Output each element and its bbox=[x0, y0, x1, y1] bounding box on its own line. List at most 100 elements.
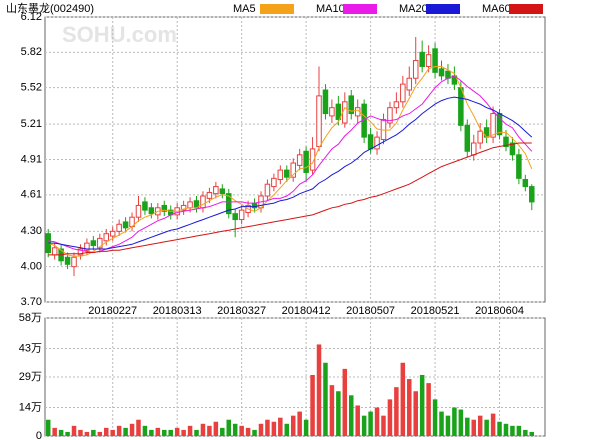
volume-bar bbox=[45, 419, 51, 436]
candle-body bbox=[103, 233, 110, 242]
candle-body bbox=[406, 77, 413, 91]
volume-bar bbox=[116, 425, 122, 436]
candle-body bbox=[464, 124, 471, 152]
candle-body bbox=[142, 201, 148, 211]
y-tick-label: 43万 bbox=[19, 342, 42, 354]
volume-bar bbox=[445, 415, 451, 436]
candle-body bbox=[342, 101, 348, 124]
legend-swatch bbox=[426, 4, 460, 14]
y-tick-label: 6.12 bbox=[21, 11, 42, 23]
volume-bar bbox=[162, 429, 167, 436]
candle-body bbox=[400, 83, 406, 103]
x-tick-label: 20180227 bbox=[88, 305, 137, 317]
volume-bar bbox=[477, 415, 483, 436]
volume-bar bbox=[458, 409, 464, 436]
x-tick-label: 20180521 bbox=[411, 305, 460, 317]
y-tick-label: 5.21 bbox=[21, 118, 42, 130]
candle-body bbox=[51, 247, 58, 256]
volume-bar bbox=[387, 399, 393, 436]
volume-bar bbox=[368, 411, 373, 436]
y-tick-label: 5.82 bbox=[21, 46, 42, 58]
candle-body bbox=[122, 221, 129, 229]
y-tick-label: 4.91 bbox=[21, 153, 42, 165]
volume-bar bbox=[200, 423, 206, 436]
legend-label: MA5 bbox=[233, 3, 256, 15]
x-tick-label: 20180327 bbox=[217, 305, 266, 317]
y-tick-label: 58万 bbox=[19, 312, 42, 324]
volume-bar bbox=[174, 427, 180, 436]
volume-bar bbox=[490, 413, 496, 436]
volume-bar bbox=[374, 407, 380, 436]
x-tick-label: 20180604 bbox=[475, 305, 524, 317]
volume-bar bbox=[239, 425, 244, 436]
ma-line bbox=[48, 96, 533, 250]
volume-bar bbox=[155, 427, 161, 436]
volume-bar bbox=[220, 427, 225, 436]
candle-body bbox=[303, 150, 309, 173]
candle-body bbox=[522, 179, 529, 188]
volume-bar bbox=[336, 391, 341, 436]
volume-bar bbox=[297, 411, 302, 436]
candle-body bbox=[348, 95, 355, 115]
volume-bar bbox=[232, 423, 238, 436]
volume-bar bbox=[503, 423, 509, 436]
volume-bar bbox=[342, 368, 348, 436]
candle-body bbox=[393, 101, 400, 109]
legend-label: MA60 bbox=[482, 3, 511, 15]
volume-bar bbox=[407, 379, 412, 436]
candle-body bbox=[116, 223, 122, 232]
candle-body bbox=[271, 177, 277, 188]
volume-bar bbox=[348, 395, 354, 436]
legend-swatch bbox=[260, 4, 294, 14]
ma-line bbox=[48, 66, 533, 257]
volume-bar bbox=[123, 427, 128, 436]
volume-bar bbox=[310, 374, 315, 436]
legend-label: MA20 bbox=[399, 3, 428, 15]
ma-line bbox=[48, 75, 533, 254]
x-tick-label: 20180313 bbox=[153, 305, 202, 317]
volume-bar bbox=[271, 421, 277, 436]
volume-bar bbox=[426, 383, 431, 436]
candle-body bbox=[206, 191, 213, 199]
chart-title: 山东墨龙(002490) bbox=[6, 2, 94, 15]
volume-bar bbox=[71, 425, 77, 436]
volume-bar bbox=[419, 374, 425, 436]
candle-body bbox=[387, 107, 393, 124]
candle-body bbox=[161, 204, 168, 212]
candle-body bbox=[64, 256, 71, 265]
candle-body bbox=[290, 162, 296, 178]
candle-body bbox=[425, 54, 432, 67]
candle-body bbox=[135, 204, 142, 218]
candle-body bbox=[419, 51, 425, 67]
candle-body bbox=[77, 248, 84, 256]
volume-bar bbox=[471, 419, 477, 436]
candle-body bbox=[109, 230, 116, 237]
candle-body bbox=[509, 142, 516, 156]
candle-body bbox=[316, 95, 322, 148]
y-tick-label: 3.70 bbox=[21, 296, 42, 308]
volume-bar bbox=[497, 421, 502, 436]
candle-body bbox=[529, 186, 535, 203]
candle-body bbox=[412, 60, 419, 79]
candle-body bbox=[90, 240, 97, 246]
candle-body bbox=[516, 154, 522, 179]
volume-bar bbox=[484, 419, 489, 436]
volume-bar bbox=[381, 415, 386, 436]
volume-bar bbox=[58, 429, 64, 436]
volume-bar bbox=[361, 415, 367, 436]
legend-label: MA10 bbox=[316, 3, 345, 15]
volume-bar bbox=[129, 423, 135, 436]
candle-body bbox=[432, 48, 438, 73]
volume-bar bbox=[181, 429, 186, 436]
volume-bar bbox=[529, 431, 535, 436]
volume-bar bbox=[187, 425, 193, 436]
volume-bar bbox=[323, 362, 328, 436]
x-tick-label: 20180412 bbox=[282, 305, 331, 317]
volume-bar bbox=[258, 423, 264, 436]
volume-bar bbox=[149, 429, 154, 436]
volume-bar bbox=[278, 417, 283, 436]
candle-body bbox=[296, 154, 303, 166]
y-tick-label: 4.61 bbox=[21, 189, 42, 201]
volume-bar bbox=[265, 419, 270, 436]
